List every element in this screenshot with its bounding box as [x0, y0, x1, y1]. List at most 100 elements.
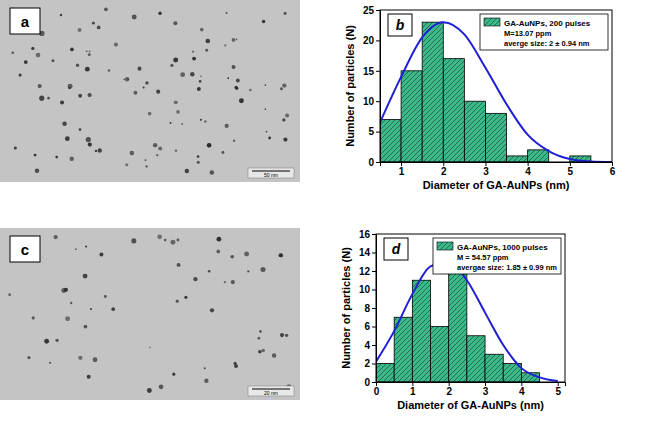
- particle-speck: [170, 122, 172, 124]
- particle-speck: [190, 72, 194, 76]
- particle-speck: [265, 84, 267, 86]
- particle-speck: [192, 57, 196, 61]
- particle-speck: [258, 350, 262, 354]
- particle-speck: [98, 148, 102, 152]
- histogram-bar: [422, 22, 443, 162]
- particle-speck: [204, 120, 207, 123]
- plot-frame: [376, 234, 565, 382]
- particle-speck: [90, 308, 92, 310]
- particle-speck: [132, 15, 137, 20]
- x-tick: 1: [399, 162, 405, 177]
- particle-speck: [280, 333, 284, 337]
- scale-bar-box: [248, 386, 294, 396]
- tem-background: [0, 228, 300, 400]
- particle-speck: [104, 7, 108, 11]
- histogram-bar: [528, 150, 549, 162]
- particle-speck: [89, 50, 91, 52]
- histogram-bar: [443, 59, 464, 162]
- y-tick-mark: [372, 271, 376, 272]
- particle-speck: [208, 270, 211, 273]
- particle-speck: [224, 281, 226, 283]
- legend-label: GA-AuNPs, 200 pulses: [504, 19, 591, 28]
- x-axis-title: Diameter of GA-AuNPs (nm): [423, 179, 570, 191]
- particle-speck: [65, 316, 70, 321]
- x-tick-label: 4: [525, 166, 531, 177]
- y-tick-label: 10: [363, 96, 375, 107]
- particle-speck: [177, 263, 181, 267]
- particle-speck: [79, 128, 82, 131]
- particle-speck: [257, 337, 260, 340]
- particle-speck: [231, 280, 235, 284]
- particle-speck: [266, 131, 268, 133]
- particle-speck: [39, 96, 44, 101]
- scale-bar-label: 20 nm: [264, 390, 278, 396]
- particle-speck: [236, 79, 240, 83]
- y-tick-mark: [372, 382, 376, 383]
- x-tick: 6: [610, 162, 616, 177]
- particle-speck: [225, 124, 229, 128]
- legend-label: GA-AuNPs, 1000 pulses: [457, 243, 548, 252]
- particle-speck: [127, 78, 129, 80]
- particle-speck: [70, 157, 74, 161]
- particle-speck: [282, 118, 285, 121]
- particle-speck: [86, 137, 91, 142]
- particle-speck: [193, 277, 197, 281]
- particle-speck: [35, 169, 39, 173]
- tem-background: [0, 0, 300, 182]
- particle-speck: [14, 146, 17, 149]
- particle-speck: [87, 375, 91, 379]
- y-tick-label: 14: [359, 247, 371, 258]
- panel-label: b: [396, 17, 405, 33]
- y-tick-mark: [372, 308, 376, 309]
- x-axis-title: Diameter of GA-AuNPs (nm): [397, 399, 544, 411]
- particle-speck: [93, 357, 98, 362]
- particle-speck: [55, 339, 58, 342]
- particle-speck: [285, 334, 288, 337]
- x-tick-label: 2: [446, 386, 452, 397]
- particle-speck: [249, 89, 252, 92]
- y-axis-title: Number of particles (N): [340, 247, 352, 369]
- scale-bar-label: 50 nm: [264, 172, 278, 178]
- panel-label: a: [21, 13, 30, 30]
- y-tick-label: 12: [359, 266, 371, 277]
- x-tick-label: 0: [374, 386, 380, 397]
- particle-speck: [34, 154, 37, 157]
- particle-speck: [170, 240, 175, 245]
- particle-speck: [54, 235, 58, 239]
- x-tick-label: 5: [568, 166, 574, 177]
- x-axis: 012345: [374, 382, 566, 397]
- histogram-chart: 0123450246810121416Diameter of GA-AuNPs …: [340, 229, 566, 411]
- particle-speck: [197, 87, 201, 91]
- particle-speck: [68, 84, 73, 89]
- particle-speck: [272, 353, 276, 357]
- particle-speck: [222, 151, 225, 154]
- panel-label-box: [10, 8, 40, 34]
- particle-speck: [78, 28, 82, 32]
- particle-speck: [84, 325, 88, 329]
- particle-speck: [210, 308, 214, 312]
- y-tick: 4: [364, 340, 376, 351]
- particle-speck: [197, 161, 200, 164]
- particle-speck: [99, 252, 103, 256]
- particle-speck: [104, 295, 107, 298]
- particle-speck: [265, 108, 267, 110]
- y-tick: 10: [359, 284, 376, 295]
- particle-speck: [282, 83, 286, 87]
- particle-speck: [27, 356, 30, 359]
- particle-speck: [123, 79, 125, 81]
- histogram-bar: [401, 71, 422, 162]
- particle-speck: [85, 67, 90, 72]
- particle-speck: [204, 367, 206, 369]
- particle-speck: [227, 77, 229, 79]
- histogram-bar: [485, 354, 503, 382]
- particle-speck: [147, 388, 152, 393]
- particle-speck: [85, 246, 87, 248]
- particle-speck: [200, 119, 202, 121]
- x-tick-label: 5: [555, 386, 561, 397]
- particle-speck: [232, 65, 236, 69]
- y-tick-label: 4: [364, 340, 370, 351]
- particle-speck: [268, 137, 271, 140]
- y-tick-label: 10: [359, 284, 371, 295]
- x-tick: 1: [410, 382, 416, 397]
- annotation: avergae size: 1.85 ± 0.99 nm: [457, 263, 557, 272]
